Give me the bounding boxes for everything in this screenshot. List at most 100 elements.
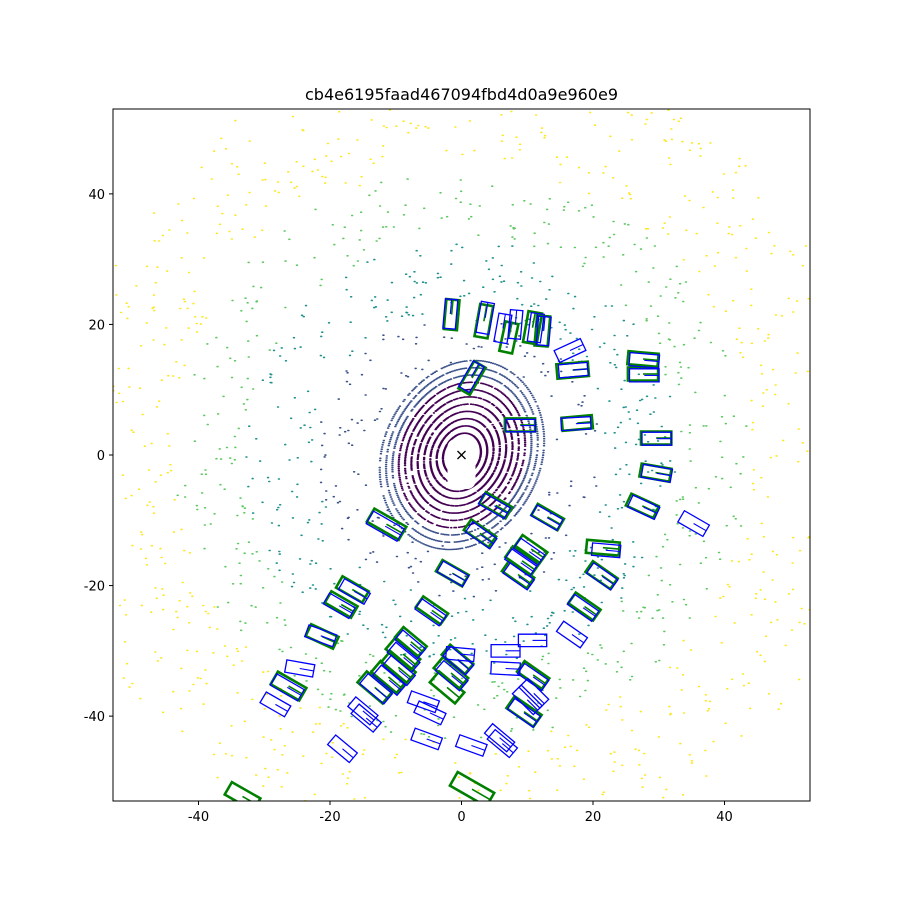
ground-truth-box <box>222 780 263 801</box>
ground-truth-heading <box>532 674 547 685</box>
predicted-heading <box>338 605 353 614</box>
predicted-box <box>269 673 306 702</box>
predicted-box <box>502 561 536 591</box>
predicted-box <box>503 548 538 578</box>
ground-truth-heading <box>446 686 461 699</box>
ground-truth-heading <box>641 505 657 514</box>
ground-truth-heading <box>523 710 538 722</box>
predicted-box <box>628 351 661 369</box>
predicted-box <box>560 416 592 432</box>
ground-truth-heading <box>340 603 355 613</box>
predicted-box <box>506 697 542 729</box>
predicted-box <box>641 431 673 446</box>
x-tick-label: 0 <box>457 810 465 825</box>
predicted-heading <box>601 575 615 586</box>
predicted-box <box>410 727 444 751</box>
ground-truth-box <box>431 655 471 691</box>
ground-truth-heading <box>387 676 402 689</box>
ground-truth-heading <box>450 672 465 685</box>
ground-truth-heading <box>483 304 488 322</box>
predicted-heading <box>526 699 539 711</box>
predicted-heading <box>375 688 389 700</box>
predicted-box <box>626 494 661 521</box>
predicted-heading <box>606 549 621 553</box>
y-tick-label: 20 <box>88 318 105 333</box>
predicted-heading <box>523 712 538 723</box>
y-tick-label: -40 <box>84 710 105 725</box>
predicted-heading <box>499 737 512 748</box>
predicted-heading <box>388 679 402 691</box>
predicted-heading <box>452 573 467 582</box>
y-tick-label: 0 <box>97 449 105 464</box>
ground-truth-heading <box>402 653 417 666</box>
ground-truth-heading <box>431 609 445 620</box>
predicted-heading <box>693 523 707 532</box>
predicted-box <box>350 703 383 734</box>
predicted-box <box>553 337 587 364</box>
predicted-box <box>413 700 447 726</box>
y-tick-label: -20 <box>84 580 105 595</box>
predicted-heading <box>409 643 422 655</box>
ground-truth-heading <box>508 322 513 338</box>
y-tick-label: 40 <box>88 188 105 203</box>
predicted-box <box>454 733 488 758</box>
predicted-heading <box>287 686 302 696</box>
predicted-box <box>555 620 589 649</box>
predicted-heading <box>514 310 518 325</box>
predicted-heading <box>656 472 672 477</box>
ground-truth-heading <box>530 548 545 559</box>
ground-truth-box <box>448 770 496 801</box>
predicted-heading <box>471 744 486 751</box>
predicted-box <box>436 560 470 588</box>
ground-truth-box <box>323 589 360 620</box>
predicted-box <box>381 654 417 687</box>
predicted-heading <box>480 534 494 545</box>
chart-title: cb4e6195faad467094fbd4d0a9e960e9 <box>305 85 618 104</box>
ground-truth-heading <box>386 523 403 534</box>
predicted-box <box>386 641 421 674</box>
ego-blank-area <box>447 439 476 489</box>
ground-truth-box <box>625 349 661 369</box>
predicted-heading <box>398 669 412 681</box>
predicted-heading <box>643 506 658 514</box>
ground-truth-heading <box>577 420 593 424</box>
ground-truth-box <box>461 517 498 550</box>
predicted-box <box>628 368 660 383</box>
predicted-heading <box>449 299 453 315</box>
predicted-box <box>259 691 292 718</box>
predicted-heading <box>505 667 521 670</box>
predicted-heading <box>494 505 508 514</box>
ground-truth-heading <box>642 358 659 362</box>
predicted-box <box>512 537 546 567</box>
predicted-heading <box>484 302 489 318</box>
ground-truth-box <box>427 669 467 706</box>
ground-truth-heading <box>288 685 304 695</box>
ground-truth-heading <box>471 788 491 801</box>
predicted-box <box>371 664 407 697</box>
predicted-heading <box>275 703 288 712</box>
ground-truth-box <box>355 669 394 706</box>
predicted-heading <box>502 314 506 329</box>
predicted-box <box>413 597 448 627</box>
predicted-heading <box>573 368 588 371</box>
predicted-box <box>530 504 564 532</box>
predicted-box <box>303 624 338 648</box>
predicted-box <box>337 577 372 606</box>
predicted-heading <box>533 692 545 705</box>
predicted-box <box>517 633 548 648</box>
ground-truth-heading <box>471 363 481 379</box>
predicted-heading <box>520 562 534 572</box>
ground-truth-heading <box>521 560 536 571</box>
predicted-heading <box>299 667 314 672</box>
predicted-box <box>585 561 619 591</box>
predicted-heading <box>528 551 542 561</box>
ground-truth-heading <box>584 605 598 616</box>
x-tick-label: -40 <box>188 810 209 825</box>
predicted-box <box>535 315 552 347</box>
predicted-box <box>464 520 498 550</box>
ground-truth-heading <box>547 516 562 526</box>
predicted-heading <box>403 656 417 668</box>
predicted-heading <box>569 343 584 352</box>
predicted-box <box>283 659 316 678</box>
predicted-box <box>590 542 622 559</box>
